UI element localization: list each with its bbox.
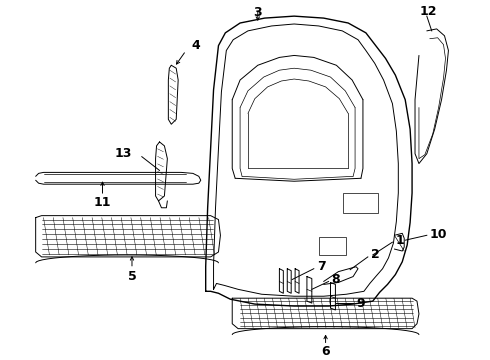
- Bar: [318, 237, 346, 255]
- Text: 6: 6: [321, 345, 330, 358]
- Text: 4: 4: [191, 39, 200, 52]
- Text: 8: 8: [331, 273, 340, 286]
- Text: 13: 13: [115, 147, 132, 160]
- Text: 11: 11: [94, 196, 111, 210]
- Text: 1: 1: [395, 234, 404, 247]
- Bar: [343, 193, 378, 213]
- Text: 3: 3: [253, 6, 262, 19]
- Text: 2: 2: [371, 248, 380, 261]
- Text: 12: 12: [420, 5, 438, 18]
- Text: 10: 10: [430, 228, 447, 241]
- Text: 5: 5: [127, 270, 136, 283]
- Text: 9: 9: [356, 297, 365, 310]
- Text: 7: 7: [317, 260, 325, 273]
